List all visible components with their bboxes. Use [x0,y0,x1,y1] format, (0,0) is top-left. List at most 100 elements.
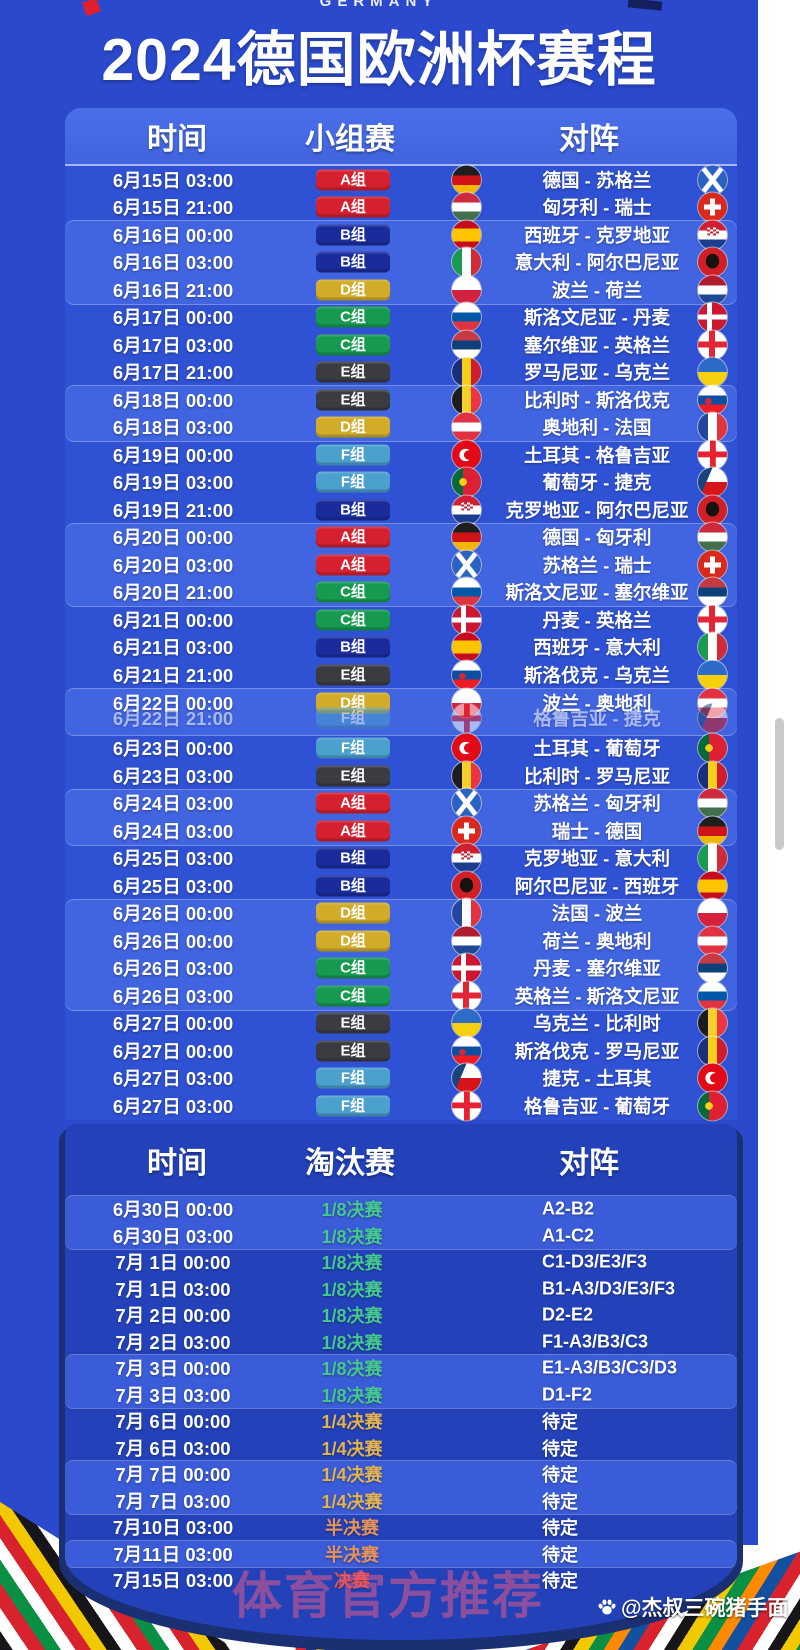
match-time: 6月27日 03:00 [112,1095,234,1117]
table-row: 6月26日 03:00 C组 英格兰 - 斯洛文尼亚 [65,981,737,1011]
table-row: 6月18日 00:00 E组 比利时 - 斯洛伐克 [65,385,737,415]
date-band: 7月11日 03:00 半决赛 待定 [65,1540,737,1567]
table-row: 6月19日 21:00 B组 克罗地亚 - 阿尔巴尼亚 [65,495,737,525]
match-time: 7月 7日 00:00 [115,1464,231,1486]
flag-fr-icon [698,412,727,442]
flag-de-icon [452,522,481,552]
match-time: 6月27日 00:00 [112,1040,234,1062]
match-teams: 波兰 - 荷兰 [551,279,643,301]
table-row: 6月21日 21:00 E组 斯洛伐克 - 乌克兰 [65,660,737,690]
table-row: 6月27日 00:00 E组 斯洛伐克 - 罗马尼亚 [65,1036,737,1066]
match-time: 6月21日 03:00 [112,637,234,659]
flag-ge-icon [452,703,481,733]
table-row: 6月24日 03:00 A组 瑞士 - 德国 [65,816,737,846]
flag-sk-icon [452,1036,481,1066]
scrollbar-thumb[interactable] [775,718,784,850]
flag-de-icon [698,816,727,846]
table-row: 7月 6日 00:00 1/4决赛 待定 [65,1408,737,1435]
header-knockout: 淘汰赛 [305,1147,395,1180]
date-band: 6月27日 00:00 E组 乌克兰 - 比利时 6月27日 00:00 E组 … [65,1008,737,1121]
table-row: 7月15日 03:00 决赛 待定 [65,1567,737,1594]
match-time: 6月17日 03:00 [112,334,234,356]
match-line: 6月27日 03:00 F组 捷克 - 土耳其 [65,1063,737,1093]
table-row: 6月25日 03:00 B组 克罗地亚 - 意大利 [65,843,737,873]
match-teams: 德国 - 苏格兰 [542,169,652,191]
flag-pt-icon [698,1091,727,1121]
group-badge: D组 [316,902,390,924]
date-band: 6月20日 00:00 A组 德国 - 匈牙利 6月20日 03:00 A组 苏… [65,522,737,607]
header-group-stage: 小组赛 [305,123,395,156]
match-teams: 丹麦 - 塞尔维亚 [533,958,661,980]
flag-ua-icon [452,1008,481,1038]
match-time: 6月17日 00:00 [112,307,234,329]
match-line: 6月18日 00:00 E组 比利时 - 斯洛伐克 [65,385,737,415]
match-time: 6月16日 21:00 [112,279,234,301]
pink-watermark: 体育官方推荐 [232,1568,544,1624]
group-badge: E组 [316,664,390,686]
match-time: 7月10日 03:00 [112,1517,234,1539]
group-badge: E组 [316,1012,390,1034]
stage-label: 1/4决赛 [321,1491,383,1512]
group-badge: B组 [316,875,390,897]
group-badge: F组 [316,707,390,729]
match-result: 待定 [542,1491,578,1512]
germany-label: GERMANY [319,0,439,10]
match-teams: 克罗地亚 - 阿尔巴尼亚 [505,499,689,521]
match-teams: 斯洛文尼亚 - 丹麦 [524,307,670,329]
flag-ge-icon [698,440,727,470]
flag-sk-icon [698,385,727,415]
match-result: 待定 [542,1571,578,1592]
table-row: 6月16日 00:00 B组 西班牙 - 克罗地亚 [65,220,737,250]
match-teams: 意大利 - 阿尔巴尼亚 [514,252,680,274]
match-time: 6月23日 03:00 [112,765,234,787]
match-line: 6月17日 00:00 C组 斯洛文尼亚 - 丹麦 [65,302,737,332]
group-badge: D组 [316,279,390,301]
table-row: 6月21日 00:00 C组 丹麦 - 英格兰 [65,605,737,635]
match-time: 6月27日 03:00 [112,1068,234,1090]
flag-ch-icon [452,816,481,846]
flag-cz-icon [452,1063,481,1093]
group-badge: C组 [316,957,390,979]
match-line: 6月21日 03:00 B组 西班牙 - 意大利 [65,632,737,662]
match-time: 7月 3日 03:00 [115,1384,231,1406]
match-line: 6月20日 21:00 C组 斯洛文尼亚 - 塞尔维亚 [65,577,737,607]
match-teams: 荷兰 - 奥地利 [542,930,652,952]
group-stage-table: 时间 小组赛 对阵 6月15日 03:00 A组 德国 - 苏格兰 6月15日 … [65,108,737,1121]
flag-tr-icon [452,440,481,470]
date-band: 6月15日 03:00 A组 德国 - 苏格兰 6月15日 21:00 A组 匈… [65,165,737,222]
match-teams: 法国 - 波兰 [551,903,643,925]
flag-it-icon [698,843,727,873]
match-result: 待定 [542,1465,578,1486]
match-line: 6月21日 00:00 C组 丹麦 - 英格兰 [65,605,737,635]
match-line: 6月23日 00:00 F组 土耳其 - 葡萄牙 [65,733,737,763]
match-teams: 塞尔维亚 - 英格兰 [524,334,670,356]
match-result: A1-C2 [542,1225,595,1246]
match-teams: 罗马尼亚 - 乌克兰 [524,362,670,384]
match-time: 6月24日 03:00 [112,793,234,815]
flag-at-icon [698,926,727,956]
match-line: 6月16日 00:00 B组 西班牙 - 克罗地亚 [65,220,737,250]
match-time: 7月15日 03:00 [112,1570,234,1592]
header-time: 时间 [147,123,207,156]
match-time: 6月16日 00:00 [112,224,234,246]
match-teams: 阿尔巴尼亚 - 西班牙 [514,875,680,897]
table-row: 6月26日 00:00 D组 法国 - 波兰 [65,898,737,928]
flag-al-icon [452,871,481,901]
match-teams: 土耳其 - 格鲁吉亚 [524,444,670,466]
match-line: 6月21日 21:00 E组 斯洛伐克 - 乌克兰 [65,660,737,690]
knockout-header-row: 时间 淘汰赛 对阵 [65,1124,737,1196]
match-line: 6月27日 00:00 E组 斯洛伐克 - 罗马尼亚 [65,1036,737,1066]
stage-label: 1/8决赛 [321,1332,383,1353]
group-badge: A组 [316,820,390,842]
date-band: 6月24日 03:00 A组 苏格兰 - 匈牙利 6月24日 03:00 A组 … [65,788,737,846]
group-badge: C组 [316,334,390,356]
match-line: 6月16日 03:00 B组 意大利 - 阿尔巴尼亚 [65,247,737,277]
match-line: 6月20日 00:00 A组 德国 - 匈牙利 [65,522,737,552]
match-line: 6月26日 03:00 C组 英格兰 - 斯洛文尼亚 [65,981,737,1011]
table-row: 6月17日 03:00 C组 塞尔维亚 - 英格兰 [65,330,737,360]
match-time: 7月 6日 03:00 [115,1437,231,1459]
group-stage-header-row: 时间 小组赛 对阵 [65,108,737,166]
stage-label: 决赛 [334,1571,370,1592]
date-band: 6月25日 03:00 B组 克罗地亚 - 意大利 6月25日 03:00 B组… [65,843,737,901]
match-result: E1-A3/B3/C3/D3 [542,1357,678,1378]
